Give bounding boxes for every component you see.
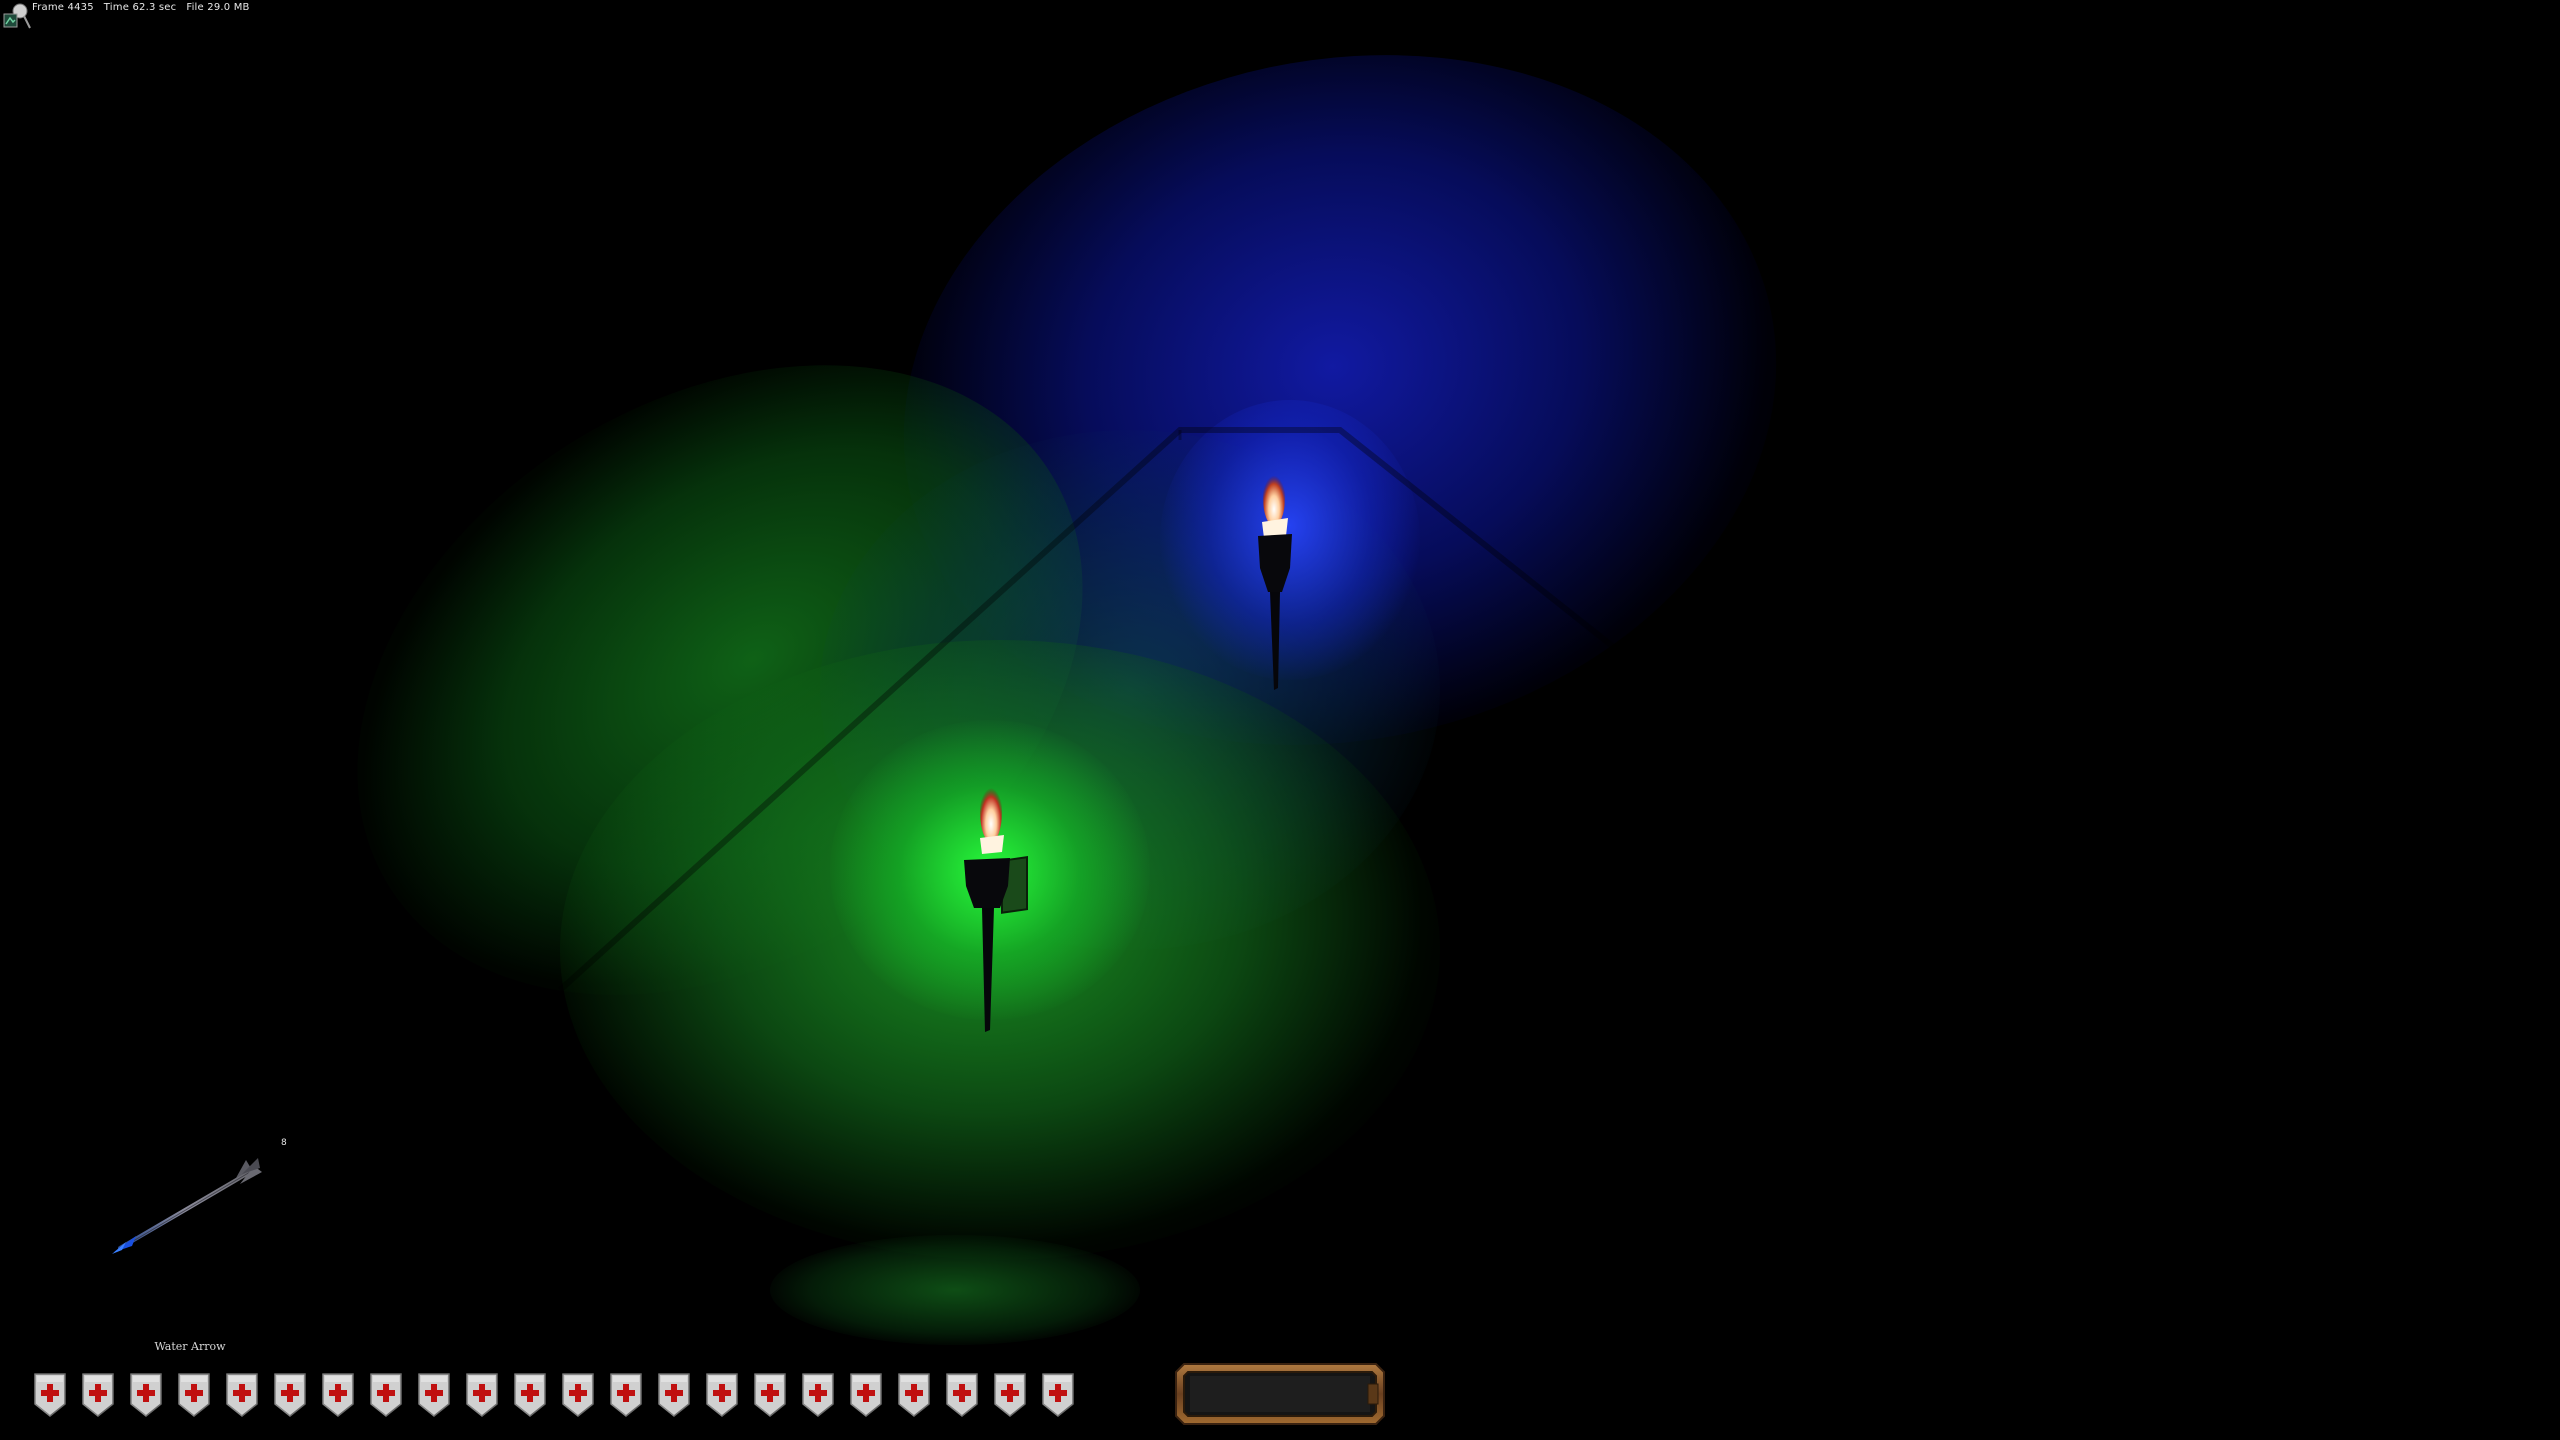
health-shield-icon	[30, 1368, 78, 1420]
health-shield-icon	[750, 1368, 798, 1420]
health-shield-icon	[798, 1368, 846, 1420]
health-shield-icon	[1038, 1368, 1086, 1420]
health-shield-icon	[846, 1368, 894, 1420]
health-shield-icon	[558, 1368, 606, 1420]
inventory-slot[interactable]	[1174, 1362, 1386, 1426]
health-shield-icon	[702, 1368, 750, 1420]
health-shield-icon	[126, 1368, 174, 1420]
health-shield-icon	[78, 1368, 126, 1420]
health-shield-icon	[318, 1368, 366, 1420]
arrow-count: 8	[281, 1138, 287, 1148]
health-shield-icon	[990, 1368, 1038, 1420]
health-shield-icon	[270, 1368, 318, 1420]
health-bar	[30, 1368, 1086, 1420]
water-arrow-icon	[108, 1150, 268, 1260]
weapon-name: Water Arrow	[154, 1340, 226, 1353]
health-shield-icon	[366, 1368, 414, 1420]
debug-stats-text: Frame 4435 Time 62.3 sec File 29.0 MB	[32, 1, 260, 15]
time-counter: Time 62.3 sec	[103, 2, 177, 13]
health-shield-icon	[894, 1368, 942, 1420]
health-shield-icon	[654, 1368, 702, 1420]
health-shield-icon	[174, 1368, 222, 1420]
torch-icon	[1258, 470, 1292, 690]
health-shield-icon	[942, 1368, 990, 1420]
inventory-frame-icon	[1175, 1363, 1385, 1425]
health-shield-icon	[462, 1368, 510, 1420]
file-size: File 29.0 MB	[186, 2, 250, 13]
health-shield-icon	[222, 1368, 270, 1420]
blue-torch[interactable]	[1240, 468, 1310, 698]
green-torch[interactable]	[950, 780, 1040, 1035]
debug-stats-icon[interactable]	[2, 2, 32, 30]
health-shield-icon	[606, 1368, 654, 1420]
frame-counter: Frame 4435	[32, 2, 94, 13]
health-shield-icon	[414, 1368, 462, 1420]
health-shield-icon	[510, 1368, 558, 1420]
torch-icon	[964, 782, 1028, 1032]
